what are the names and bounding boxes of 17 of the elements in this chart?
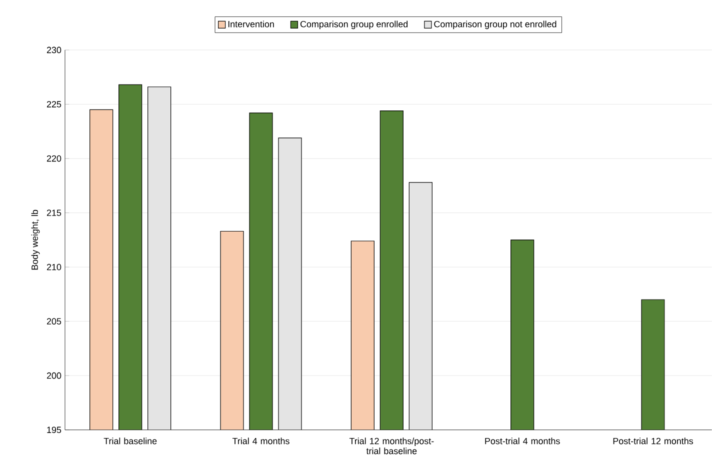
y-tick-label: 205 [46, 318, 62, 325]
x-tick-label: Trial 12 months/post-trial baseline [349, 438, 434, 454]
y-tick-label: 200 [46, 372, 62, 379]
y-tick-label: 225 [46, 101, 62, 108]
x-tick-label: Trial 4 months [232, 438, 290, 444]
y-tick-label: 210 [46, 264, 62, 270]
y-tick-label: 215 [46, 210, 62, 216]
legend-label: Comparison group not enrolled [434, 20, 556, 30]
legend-label: Comparison group enrolled [300, 20, 408, 30]
y-axis-title: Body weight, lb [31, 210, 40, 270]
y-tick-label: 195 [47, 426, 62, 434]
y-tick-label: 220 [46, 155, 62, 162]
x-tick-label: Post-trial 4 months [485, 438, 560, 444]
y-tick-label: 230 [46, 46, 62, 54]
x-tick-label: Post-trial 12 months [613, 438, 694, 444]
legend-label: Intervention [228, 20, 274, 28]
x-tick-label: Trial baseline [104, 438, 157, 444]
